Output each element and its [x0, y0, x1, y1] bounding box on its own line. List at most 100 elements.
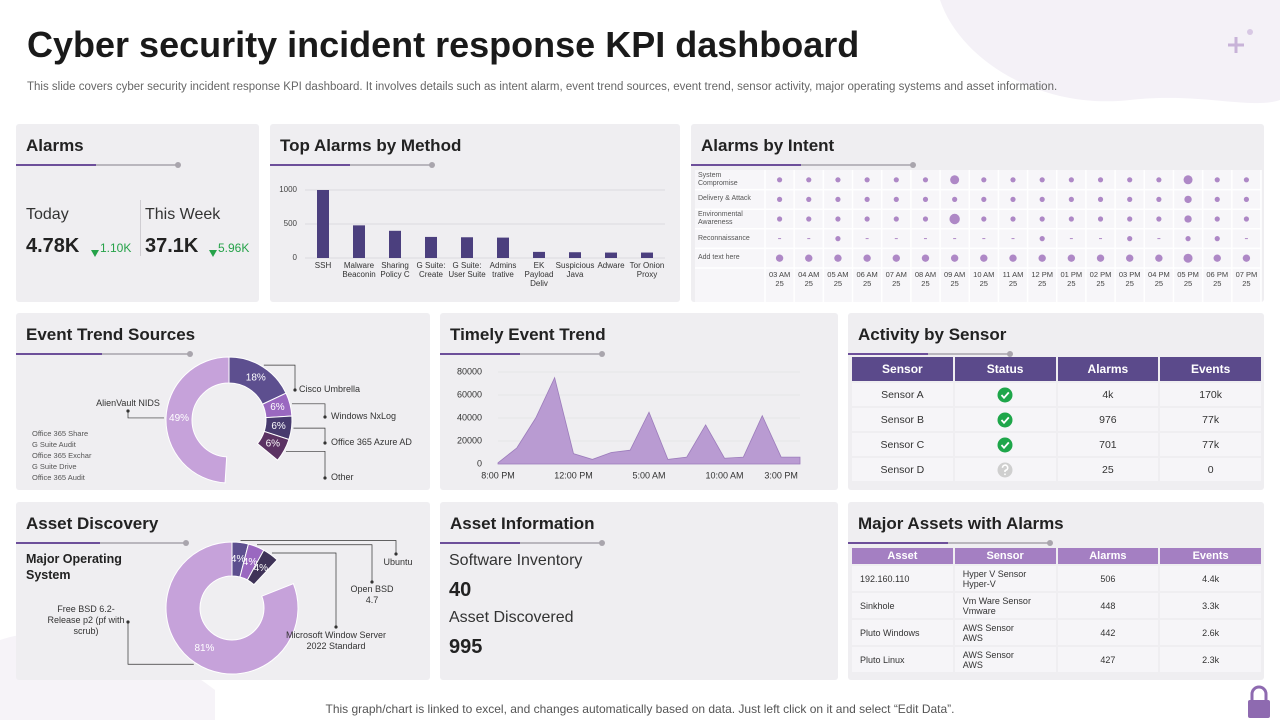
column-label: 06 AM 25: [856, 270, 878, 288]
panel-title: Asset Information: [450, 514, 595, 533]
matrix-background: [695, 170, 1261, 302]
bar: [569, 252, 581, 258]
area: [497, 376, 801, 465]
slice-value-label: 4%: [243, 557, 258, 568]
panel-title: Timely Event Trend: [450, 325, 606, 344]
panel-title: Top Alarms by Method: [280, 136, 462, 155]
dot: [1009, 254, 1017, 262]
sensor-line: AWS Sensor: [962, 649, 1014, 660]
dot: [1183, 175, 1193, 185]
chart-subtitle: Major Operating System: [26, 552, 122, 582]
matrix-panel: Alarms by Intent System Compromise Delive…: [691, 124, 1264, 302]
sensor-name: Sensor C: [852, 433, 953, 456]
asset-name: Pluto Windows: [852, 620, 953, 645]
question-mark: [1001, 463, 1009, 472]
status-icon: [997, 412, 1013, 427]
sensor-cell: AWS Sensor AWS: [954, 620, 1056, 645]
dot: [1039, 216, 1045, 222]
y-tick-label: 80000: [457, 366, 482, 376]
dot: [1214, 216, 1220, 222]
dot: [1127, 196, 1133, 202]
dot: [1010, 177, 1016, 183]
leader-dot: [394, 552, 398, 556]
leader-line: [293, 427, 326, 443]
y-tick-label: 1000: [279, 185, 297, 194]
panel-title: Event Trend Sources: [26, 325, 196, 344]
dot: [1126, 254, 1134, 262]
source-label: G Suite Audit: [32, 440, 76, 449]
asset-name: Pluto Linux: [852, 647, 953, 672]
dot: [980, 254, 988, 262]
slice-value-label: 6%: [271, 421, 286, 432]
row-label: Reconnaissance: [698, 234, 750, 242]
dot: [806, 177, 812, 183]
alarm-count: 506: [1057, 566, 1159, 591]
status-cell: [954, 383, 1056, 406]
column-label: 04 AM 25: [798, 270, 820, 288]
column-header: Sensor: [954, 548, 1056, 564]
bar: [317, 190, 329, 258]
table-row: Pluto Linux AWS Sensor AWS 427 2.3k: [852, 647, 1261, 672]
column-label: 05 AM 25: [827, 270, 849, 288]
sensor-panel: Activity by Sensor Sensor Status Alarms Eve…: [848, 313, 1264, 490]
leader-dot: [370, 580, 374, 584]
sensor-line: AWS: [962, 659, 983, 670]
alarms-panel: Alarms Today 4.78K 1.10K This Week 37.1K…: [16, 124, 259, 302]
dot: [1156, 196, 1162, 202]
table-row: 192.160.110 Hyper V Sensor Hyper-V 506 4.4k: [852, 566, 1261, 591]
column-label: 01 PM 25: [1060, 270, 1083, 288]
dot: [921, 254, 930, 262]
x-tick-label: 5:00 AM: [632, 470, 665, 480]
doughnut-slice: [165, 356, 230, 484]
dot: [1039, 196, 1045, 202]
question-dot: [1004, 472, 1007, 475]
panel-title: Asset Discovery: [26, 514, 159, 533]
dot: [1039, 236, 1045, 242]
status-icon: [997, 462, 1013, 477]
lock-icon: [1250, 685, 1268, 700]
dot: [1156, 216, 1162, 222]
dot: [805, 254, 813, 262]
x-tick-label: Adware: [597, 261, 625, 270]
divider: [140, 200, 141, 256]
asset-name: 192.160.110: [852, 566, 953, 591]
column-label: 06 PM 25: [1206, 270, 1229, 288]
dot: [776, 177, 783, 183]
dot: [1097, 216, 1104, 222]
leader-dot: [293, 388, 297, 392]
dot: [864, 216, 870, 222]
x-tick-label: Admins trative: [489, 261, 517, 279]
x-tick-label: 10:00 AM: [705, 470, 743, 480]
dot: [981, 196, 987, 202]
slice-value-label: 49%: [169, 413, 189, 424]
row-label: System Compromise: [698, 171, 738, 187]
status-cell: [954, 408, 1056, 431]
dot: [1039, 177, 1045, 183]
slice-value-label: 4%: [254, 563, 269, 574]
slice-label: Microsoft Window Server 2022 Standard: [285, 630, 387, 651]
slice-label: AlienVault NIDS: [96, 398, 160, 408]
dot: [1243, 216, 1250, 222]
column-label: 03 PM 25: [1118, 270, 1141, 288]
dot: [1010, 216, 1016, 222]
dot: [1038, 254, 1046, 262]
x-tick-label: Malware Beaconin: [342, 261, 376, 279]
dot: [1184, 215, 1192, 223]
bar: [461, 237, 473, 258]
leader-dot: [126, 409, 130, 413]
corner-blob: [940, 0, 1280, 104]
status-ok: [997, 387, 1013, 402]
doughnut-slice: [256, 430, 290, 461]
page-title: Cyber security incident response KPI das…: [27, 24, 860, 65]
column-label: 08 AM 25: [914, 270, 937, 288]
page-subtitle: This slide covers cyber security inciden…: [27, 81, 1058, 93]
alarm-count: 442: [1057, 620, 1159, 645]
event-count: 3.3k: [1160, 593, 1261, 618]
event-count: 4.4k: [1160, 566, 1261, 591]
x-tick-label: 3:00 PM: [764, 470, 798, 480]
dot: [863, 254, 871, 262]
x-tick-label: Tor Onion Proxy: [629, 261, 665, 279]
dot: [834, 254, 842, 262]
dot: [776, 196, 783, 202]
